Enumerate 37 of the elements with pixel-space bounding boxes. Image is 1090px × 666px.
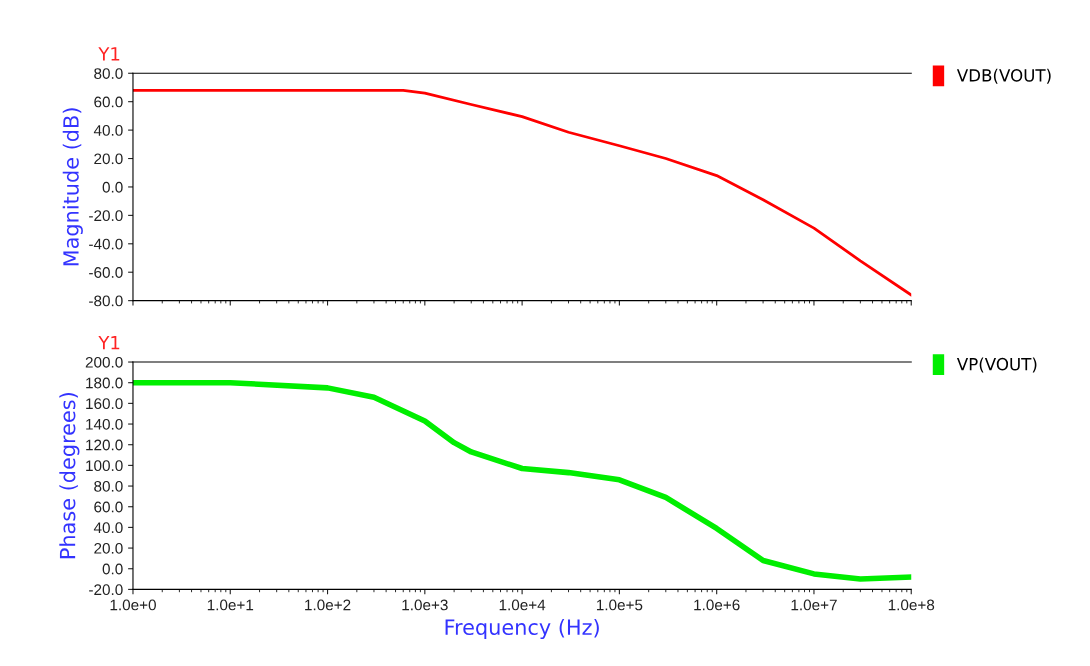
y-tick-label: 140.0 — [86, 418, 123, 430]
y-tick-label: 0.0 — [102, 181, 123, 193]
y-tick-label: -60.0 — [89, 267, 123, 278]
y-tick-label: 80.0 — [94, 480, 123, 492]
x-axis-title: Frequency (Hz) — [445, 618, 599, 640]
x-tick-label: 1.0e+1 — [207, 599, 254, 611]
legend-label: VDB(VOUT) — [956, 68, 1051, 84]
y-axis-title: Magnitude (dB) — [62, 108, 83, 266]
x-tick-label: 1.0e+6 — [694, 599, 740, 611]
x-tick-label: 1.0e+3 — [402, 599, 448, 611]
y-tick-label: 160.0 — [86, 398, 123, 410]
x-tick-label: 1.0e+5 — [596, 599, 643, 611]
y-tick-label: 40.0 — [93, 522, 123, 534]
y-tick-label: 40.0 — [93, 124, 123, 136]
y-tick-label: 120.0 — [86, 439, 123, 451]
y-tick-label: -20.0 — [89, 584, 123, 596]
y-tick-label: -40.0 — [89, 238, 123, 250]
y-axis-title: Phase (degrees) — [59, 393, 80, 559]
y-tick-label: 20.0 — [94, 153, 123, 165]
y-tick-label: 80.0 — [94, 68, 123, 79]
legend-label: VP(VOUT) — [956, 357, 1037, 373]
text: Y1 — [98, 336, 120, 350]
x-tick-label: 1.0e+2 — [305, 599, 351, 611]
x-tick-label: 1.0e+0 — [110, 599, 156, 611]
y-tick-label: 20.0 — [94, 542, 123, 554]
y-tick-label: -80.0 — [89, 295, 123, 307]
y-tick-label: -20.0 — [89, 210, 123, 222]
x-tick-label: 1.0e+7 — [791, 599, 837, 611]
x-tick-label: 1.0e+4 — [499, 599, 546, 611]
y-tick-label: 100.0 — [86, 460, 123, 472]
y-tick-label: 200.0 — [85, 356, 123, 368]
text: Y1 — [98, 47, 120, 61]
x-tick-label: 1.0e+8 — [888, 599, 935, 611]
y-tick-label: 60.0 — [94, 501, 123, 513]
y-tick-label: 60.0 — [94, 96, 123, 108]
y-tick-label: 0.0 — [102, 563, 123, 575]
y-tick-label: 180.0 — [86, 377, 123, 389]
